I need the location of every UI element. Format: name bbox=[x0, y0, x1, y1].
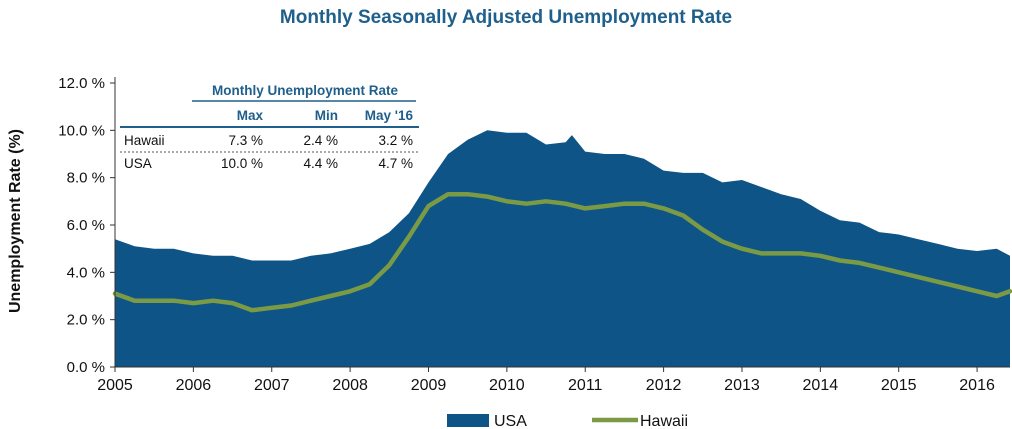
table-column-header: Min bbox=[315, 108, 338, 123]
area-layer bbox=[112, 130, 1012, 367]
table-cell: 4.7 % bbox=[378, 156, 413, 171]
y-tick-label: 4.0 % bbox=[67, 264, 105, 281]
table-cell: 4.4 % bbox=[303, 156, 338, 171]
table-cell: 3.2 % bbox=[378, 133, 413, 148]
y-tick-label: 8.0 % bbox=[67, 170, 105, 187]
x-tick-label: 2009 bbox=[411, 377, 447, 394]
table-cell: 10.0 % bbox=[221, 156, 263, 171]
y-tick-label: 6.0 % bbox=[67, 217, 105, 234]
x-tick-label: 2007 bbox=[254, 377, 290, 394]
chart-title: Monthly Seasonally Adjusted Unemployment… bbox=[279, 7, 733, 28]
table-column-header: Max bbox=[237, 108, 264, 123]
y-tick-label: 12.0 % bbox=[58, 75, 105, 92]
table-cell: 7.3 % bbox=[228, 133, 263, 148]
legend: USA Hawaii bbox=[447, 413, 688, 429]
x-tick-label: 2016 bbox=[959, 377, 995, 394]
y-tick-label: 10.0 % bbox=[58, 122, 105, 139]
series-hawaii-line bbox=[112, 191, 1012, 313]
series-usa-area bbox=[115, 130, 1010, 367]
table-group-header: Monthly Unemployment Rate bbox=[212, 83, 399, 98]
y-tick-label: 0.0 % bbox=[67, 359, 105, 376]
x-tick-label: 2010 bbox=[489, 377, 525, 394]
table-cell: 2.4 % bbox=[303, 133, 338, 148]
x-tick-label: 2008 bbox=[332, 377, 368, 394]
table-row-label: Hawaii bbox=[124, 133, 165, 148]
x-tick-label: 2015 bbox=[881, 377, 917, 394]
stats-table: Monthly Unemployment Rate Max Min May '16 Ha… bbox=[120, 83, 419, 171]
table-column-header: May '16 bbox=[365, 108, 414, 123]
table-row-label: USA bbox=[124, 156, 152, 171]
x-tick-label: 2014 bbox=[803, 377, 839, 394]
x-tick-label: 2013 bbox=[724, 377, 760, 394]
legend-usa-label: USA bbox=[494, 413, 527, 429]
x-tick-label: 2005 bbox=[97, 377, 133, 394]
x-tick-label: 2011 bbox=[568, 377, 603, 394]
y-tick-label: 2.0 % bbox=[67, 312, 105, 329]
legend-hawaii-label: Hawaii bbox=[640, 413, 688, 429]
x-tick-label: 2006 bbox=[176, 377, 212, 394]
x-tick-label: 2012 bbox=[646, 377, 682, 394]
axis-layer: 0.0 % 2.0 % 4.0 % 6.0 % 8.0 % 10.0 % 12.0 % 200… bbox=[58, 75, 1010, 394]
legend-usa-swatch bbox=[447, 414, 489, 427]
